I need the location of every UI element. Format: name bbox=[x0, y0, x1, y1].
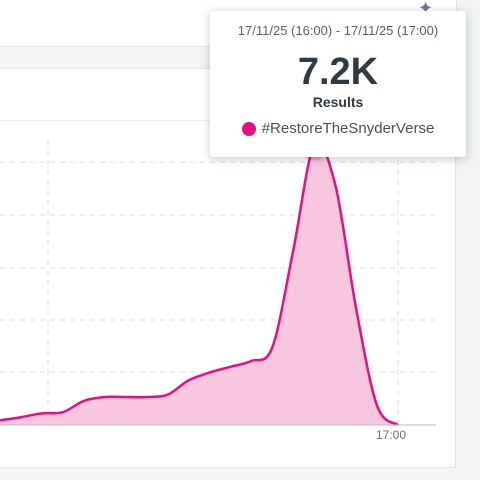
tooltip-series: #RestoreTheSnyderVerse bbox=[210, 120, 466, 137]
chart-tooltip: 17/11/25 (16:00) - 17/11/25 (17:00) 7.2K… bbox=[210, 11, 466, 157]
series-line bbox=[0, 141, 399, 427]
series-color-dot bbox=[241, 121, 256, 136]
x-tick-label: 17:00 bbox=[376, 428, 407, 442]
tooltip-range: 17/11/25 (16:00) - 17/11/25 (17:00) bbox=[237, 23, 439, 38]
series-area bbox=[0, 142, 398, 425]
tooltip-value: 7.2K bbox=[297, 51, 379, 93]
tooltip-series-name: #RestoreTheSnyderVerse bbox=[261, 120, 435, 137]
tooltip-value-label: Results bbox=[312, 94, 364, 110]
